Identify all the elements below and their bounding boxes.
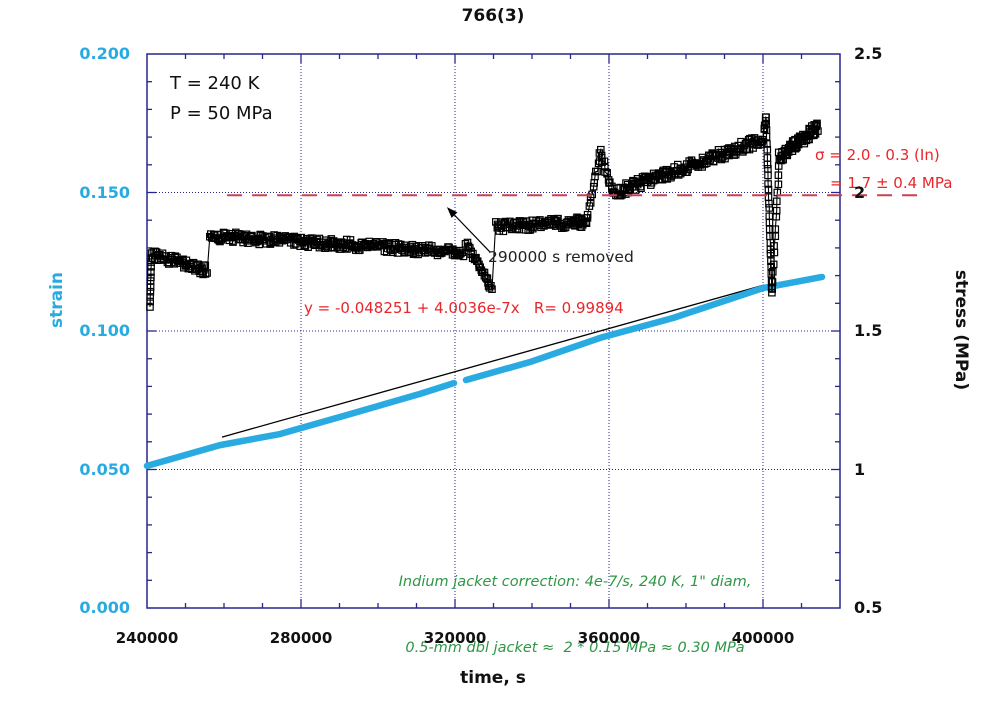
chart-title: 766(3) [461, 6, 525, 26]
removed-data-note: 290000 s removed [488, 248, 634, 266]
left-tick-label: 0.050 [79, 459, 130, 479]
stress-series [146, 113, 822, 311]
x-axis-title: time, s [460, 668, 526, 688]
right-tick-label: 1.5 [854, 321, 883, 340]
annotation-arrow [446, 207, 491, 253]
axis-ticks [147, 54, 840, 608]
left-tick-label: 0.150 [79, 182, 130, 202]
right-tick-label: 2 [854, 182, 866, 202]
indium-correction-note: Indium jacket correction: 4e-7/s, 240 K,… [280, 527, 870, 703]
x-tick-label: 400000 [731, 629, 795, 647]
axis-frame [146, 53, 841, 609]
x-tick-label: 280000 [269, 629, 333, 647]
right-tick-label: 2.5 [854, 44, 883, 63]
sigma-annotation-line1: σ = 2.0 - 0.3 (In) [815, 146, 940, 164]
right-tick-label: 1 [854, 459, 866, 479]
indium-correction-line2: 0.5-mm dbl jacket ≈ 2 * 0.15 MPa ≈ 0.30 … [405, 640, 745, 656]
x-tick-label: 320000 [423, 629, 487, 647]
gridlines [147, 54, 840, 608]
x-tick-label: 360000 [577, 629, 641, 647]
temperature-annotation: T = 240 K [170, 73, 260, 94]
sigma-annotation-line2: = 1.7 ± 0.4 MPa [830, 174, 953, 192]
right-tick-label: 0.5 [854, 598, 883, 617]
left-tick-label: 0.200 [79, 44, 130, 63]
pressure-annotation: P = 50 MPa [170, 103, 273, 124]
fit-line [221, 284, 765, 438]
fit-equation-annotation: y = -0.048251 + 4.0036e-7x R= 0.99894 [304, 299, 624, 317]
left-tick-label: 0.000 [79, 598, 130, 617]
left-tick-label: 0.100 [79, 321, 130, 340]
x-tick-label: 240000 [115, 629, 179, 647]
indium-correction-line1: Indium jacket correction: 4e-7/s, 240 K,… [398, 574, 752, 590]
